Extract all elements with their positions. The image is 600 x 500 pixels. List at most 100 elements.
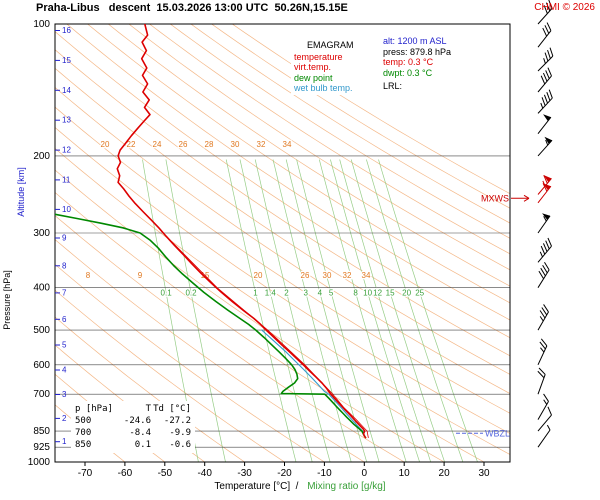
- table-header-dewpoint: Td [°C]: [153, 404, 191, 414]
- wind-barb: [537, 89, 553, 114]
- altitude-tick-label: 16: [62, 26, 71, 35]
- wind-barb: [537, 47, 554, 72]
- temperature-tick-label: -20: [277, 468, 292, 479]
- adiabat-label: 24: [153, 140, 162, 149]
- wet-bulb-curve: [261, 329, 367, 439]
- mixing-ratio-lines: [142, 159, 478, 462]
- legend-item-dew-point: dew point: [294, 72, 333, 83]
- adiabat-label: 26: [301, 271, 310, 280]
- legend-title: EMAGRAM: [307, 40, 354, 50]
- adiabat-label: 30: [323, 271, 332, 280]
- cell-pressure: 850: [75, 440, 92, 450]
- dry-adiabats: [55, 24, 510, 462]
- temperature-tick-label: 0: [362, 468, 368, 479]
- legend: EMAGRAM temperature virt.temp. dew point…: [291, 39, 387, 95]
- surface-info: alt: 1200 m ASL press: 879.8 hPa temp: 0…: [380, 35, 484, 93]
- mixing-ratio-label: 12: [373, 288, 382, 297]
- wind-barb: [537, 22, 552, 48]
- cell-temp: 0.1: [134, 440, 151, 450]
- temperature-tick-label: -40: [197, 468, 212, 479]
- cell-pressure: 500: [75, 416, 92, 426]
- temperature-tick-label: -30: [237, 468, 252, 479]
- adiabat-label: 32: [343, 271, 352, 280]
- altitude-tick-label: 10: [62, 205, 71, 214]
- pressure-tick-label: 300: [33, 228, 50, 239]
- temperature-curve: [116, 24, 367, 439]
- table-header-temp: T: [145, 404, 151, 414]
- pressure-axis-title: Pressure [hPa]: [2, 270, 12, 330]
- info-temperature: temp: 0.3 °C: [383, 57, 434, 67]
- legend-item-wet-bulb: wet bulb temp.: [294, 83, 353, 93]
- altitude-axis: 16 15 14 13 12 11 10 9 8 7 6 5 4 3 2 1: [55, 26, 71, 446]
- altitude-tick-label: 15: [62, 56, 71, 65]
- adiabat-labels: 20 22 24 26 28 30 32 348 9 15 20 26 30 32 34: [85, 139, 373, 282]
- copyright-label: CHMI © 2026: [534, 2, 595, 13]
- adiabat-label: 34: [283, 140, 292, 149]
- altitude-tick-label: 4: [62, 366, 67, 375]
- annotations: MXWS WBZL: [456, 193, 530, 438]
- wind-barbs: [537, 0, 554, 448]
- temperature-tick-label: 30: [478, 468, 490, 479]
- legend-item-temperature: temperature: [294, 51, 343, 62]
- mixing-ratio-label: 15: [386, 288, 395, 297]
- pressure-tick-label: 100: [33, 19, 50, 30]
- wind-barb: [537, 393, 549, 420]
- adiabat-label: 9: [138, 271, 143, 280]
- wind-barb: [537, 424, 551, 448]
- cell-dewpoint: -27.2: [163, 416, 191, 426]
- pressure-tick-label: 500: [33, 325, 50, 336]
- x-axis-title-mixing-ratio: Mixing ratio [g/kg]: [307, 481, 386, 492]
- temperature-tick-label: -70: [78, 468, 93, 479]
- info-pressure: press: 879.8 hPa: [383, 46, 452, 57]
- wind-barb: [537, 67, 552, 93]
- mixing-ratio-label: 8: [353, 288, 358, 297]
- chart-title: Praha-Libus descent 15.03.2026 13:00 UTC…: [36, 2, 348, 14]
- temperature-axis: -70 -60 -50 -40 -30 -20 -10 0 10 20 30: [78, 462, 490, 479]
- pressure-tick-label: 400: [33, 283, 50, 294]
- cell-pressure: 700: [75, 428, 92, 438]
- adiabat-label: 34: [362, 271, 371, 280]
- altitude-tick-label: 1: [62, 437, 67, 446]
- adiabat-label: 20: [254, 271, 263, 280]
- pressure-tick-label: 600: [33, 360, 50, 371]
- wind-barb: [537, 136, 553, 157]
- wind-barb: [537, 183, 552, 204]
- mixing-ratio-label: 4: [318, 288, 323, 297]
- table-row: 500 -24.6 -27.2: [75, 415, 191, 427]
- altitude-tick-label: 13: [62, 116, 71, 125]
- mixing-ratio-label: 3: [303, 288, 308, 297]
- temperature-tick-label: 20: [439, 468, 451, 479]
- info-dewpoint: dwpt: 0.3 °C: [383, 67, 433, 78]
- wind-barb: [537, 367, 546, 395]
- mixing-ratio-label: 10: [363, 288, 372, 297]
- wind-barb: [537, 304, 549, 331]
- adiabat-label: 22: [127, 140, 136, 149]
- altitude-tick-label: 8: [62, 261, 67, 270]
- mixing-ratio-label: 1: [253, 288, 258, 297]
- altitude-axis-title: Altitude [km]: [16, 167, 26, 217]
- adiabat-label: 8: [86, 271, 91, 280]
- mixing-ratio-label: 1.4: [265, 288, 277, 297]
- altitude-tick-label: 6: [62, 315, 67, 324]
- wbzl-label: WBZL: [485, 428, 510, 438]
- cell-temp: -24.6: [123, 416, 151, 426]
- table-header-pressure: p [hPa]: [75, 404, 113, 414]
- adiabat-label: 32: [257, 140, 266, 149]
- mixing-ratio-label: 5: [329, 288, 334, 297]
- plot-frame: [54, 23, 511, 463]
- adiabat-label: 30: [231, 140, 240, 149]
- mixing-ratio-label: 0.2: [185, 288, 197, 297]
- altitude-tick-label: 7: [62, 288, 67, 297]
- cell-temp: -8.4: [129, 428, 151, 438]
- pressure-tick-label: 1000: [28, 457, 51, 468]
- wind-barb: [537, 0, 553, 25]
- mixing-ratio-labels: 0.1 0.2 1 1.4 2 3 4 5 8 10 12 15 20 25: [159, 287, 426, 299]
- pressure-tick-label: 200: [33, 151, 50, 162]
- wind-barb: [537, 406, 552, 432]
- altitude-tick-label: 2: [62, 414, 67, 423]
- adiabat-label: 28: [205, 140, 214, 149]
- legend-item-virt-temp: virt.temp.: [294, 62, 332, 72]
- cell-dewpoint: -0.6: [169, 440, 191, 450]
